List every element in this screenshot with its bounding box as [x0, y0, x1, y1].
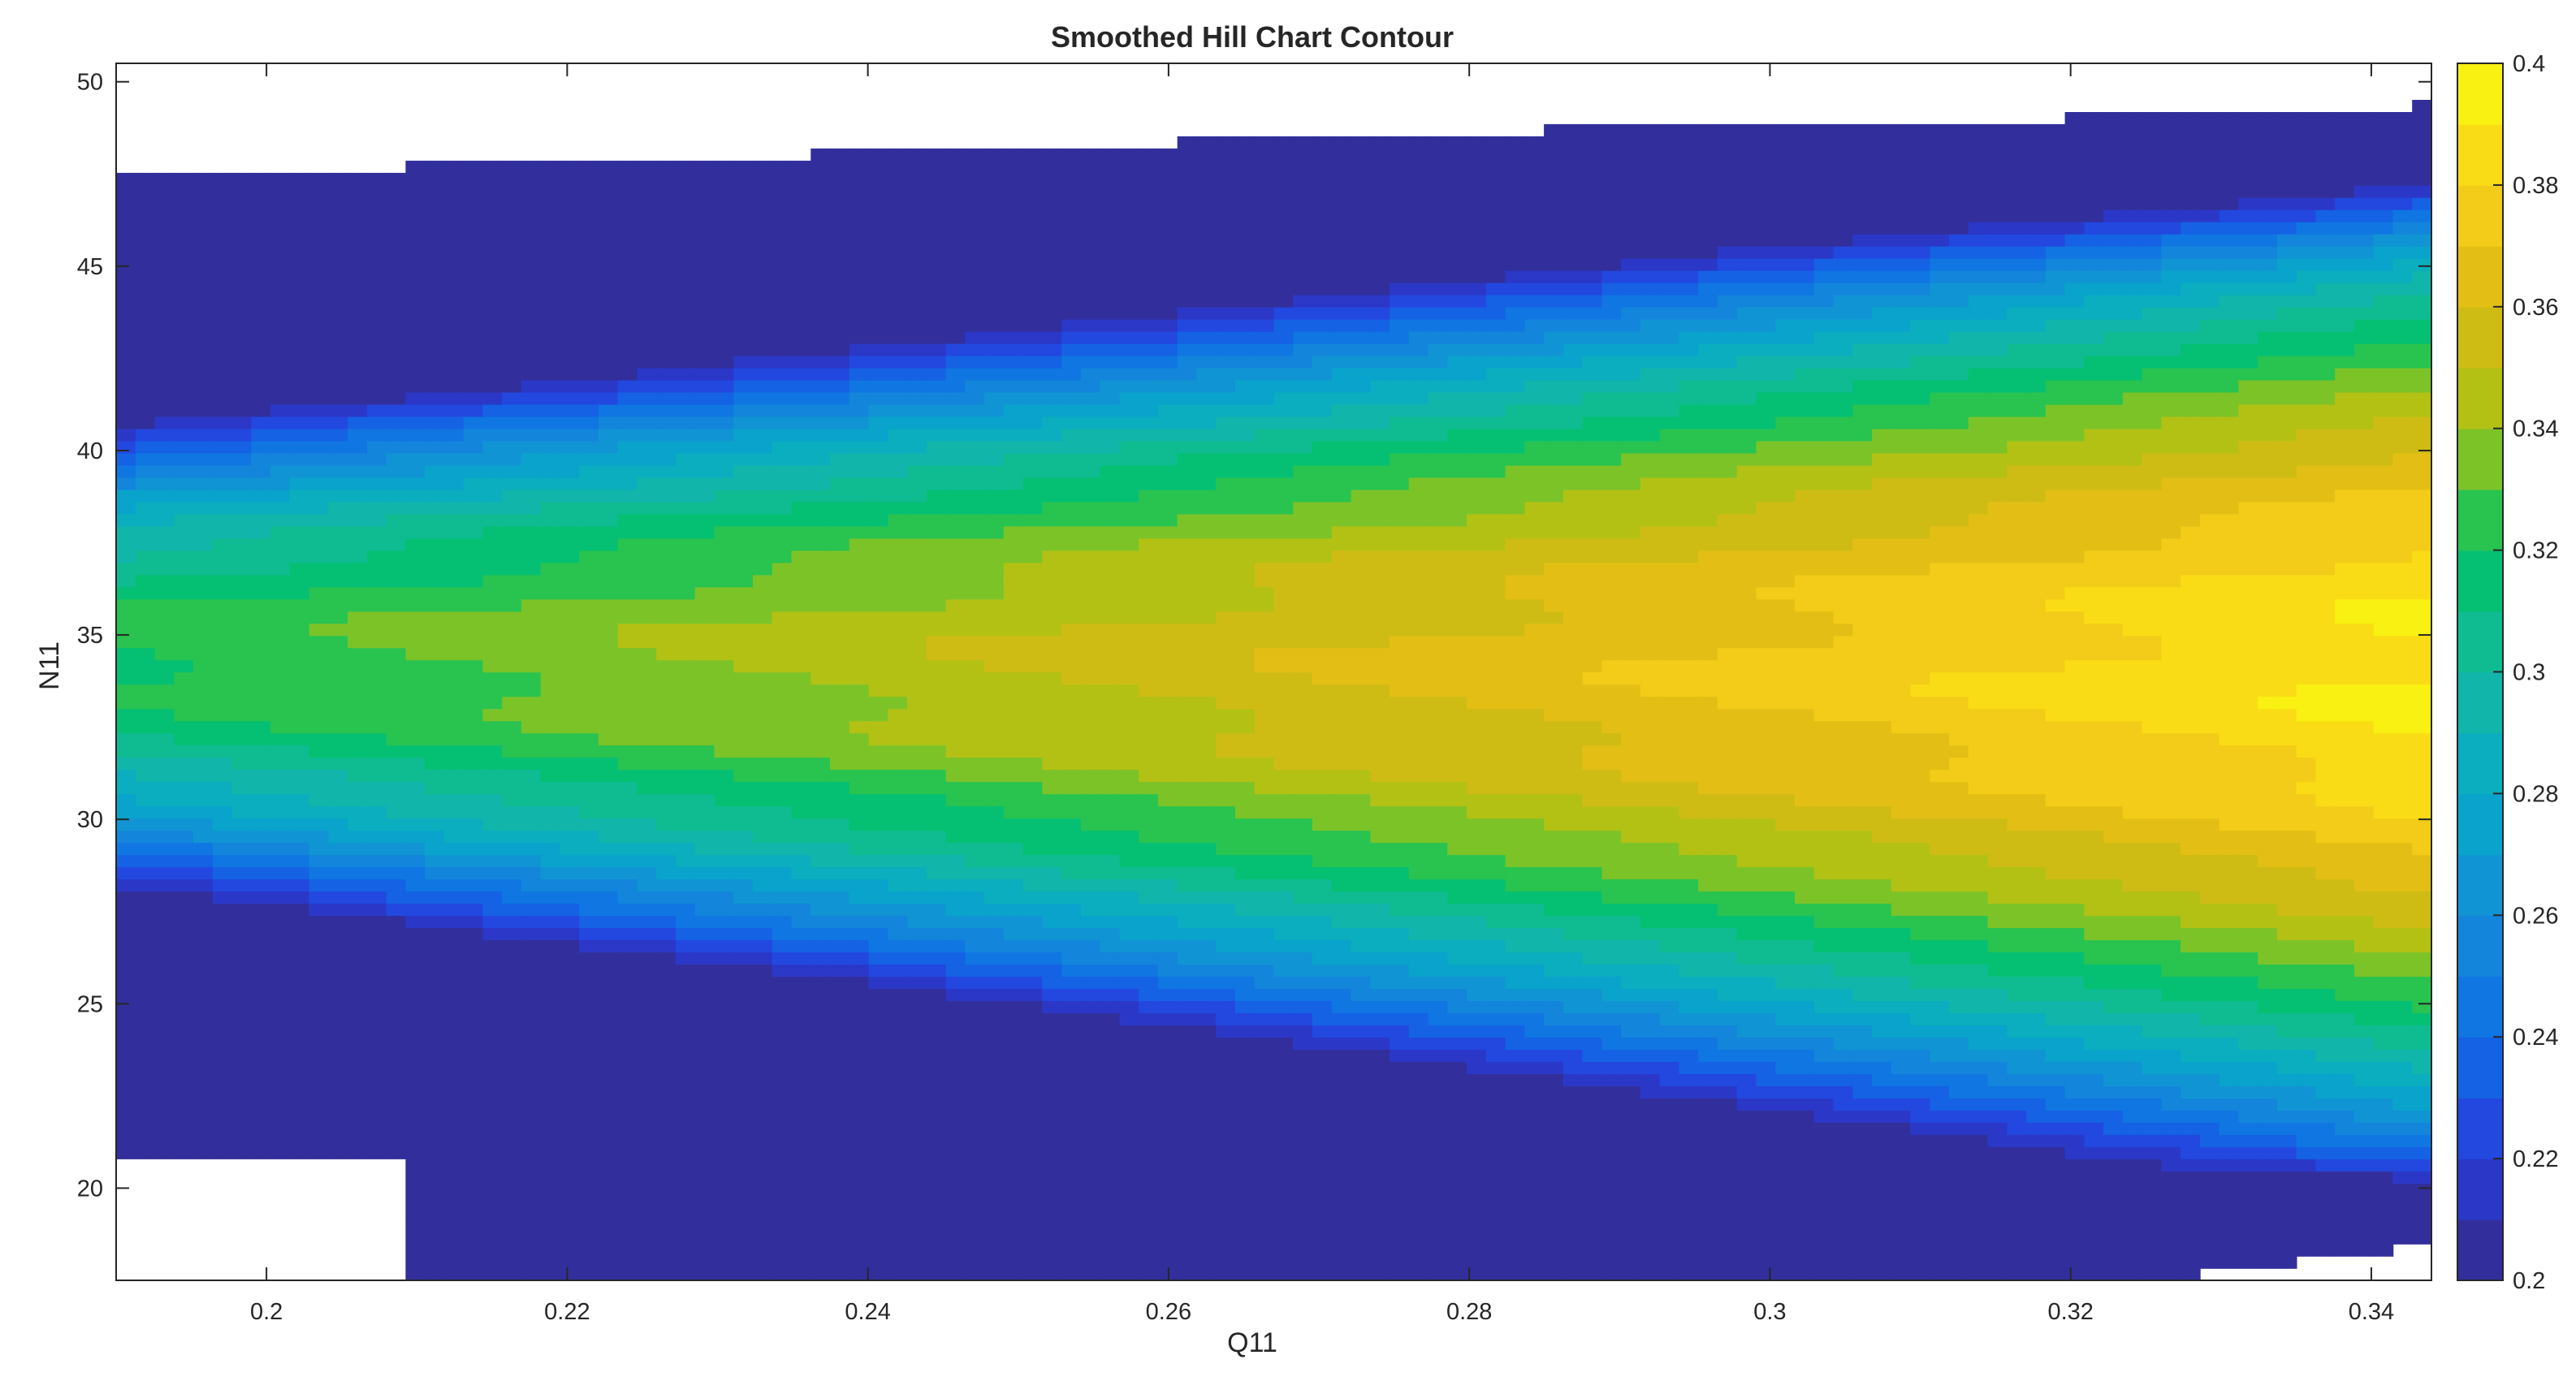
colorbar-segment [2457, 185, 2503, 247]
colorbar-segment [2457, 732, 2503, 794]
y-tick-label: 45 [77, 254, 103, 280]
y-tick-label: 30 [77, 807, 103, 833]
colorbar-segment [2457, 793, 2503, 855]
colorbar-tick-label: 0.24 [2513, 1025, 2558, 1051]
colorbar-segment [2457, 854, 2503, 916]
x-tick-label: 0.22 [544, 1299, 590, 1325]
colorbar-tick-label: 0.32 [2513, 538, 2558, 564]
colorbar-segment [2457, 246, 2503, 308]
x-tick-label: 0.26 [1146, 1299, 1191, 1325]
colorbar-segment [2457, 490, 2503, 551]
x-axis-label: Q11 [1227, 1327, 1277, 1358]
colorbar-segment [2457, 1037, 2503, 1098]
colorbar-tick-label: 0.4 [2513, 51, 2545, 77]
colorbar-segment [2457, 124, 2503, 186]
colorbar-segment [2457, 976, 2503, 1038]
colorbar-tick-label: 0.26 [2513, 903, 2558, 929]
colorbar-segment [2457, 63, 2503, 125]
x-tick-label: 0.28 [1446, 1299, 1492, 1325]
y-tick-label: 20 [77, 1176, 103, 1202]
colorbar-segment [2457, 1098, 2503, 1159]
x-tick-label: 0.32 [2047, 1299, 2093, 1325]
x-tick-label: 0.24 [845, 1299, 890, 1325]
y-tick-label: 40 [77, 438, 103, 464]
colorbar-segment [2457, 1219, 2503, 1281]
colorbar-segment [2457, 672, 2503, 734]
plot-area: 0.2 0.22 0.24 0.26 0.28 0.3 0.32 0.34 20 25 30 35 40… [77, 63, 2432, 1325]
colorbar-tick-label: 0.28 [2513, 781, 2558, 807]
colorbar-segment [2457, 611, 2503, 673]
colorbar-segment [2457, 429, 2503, 490]
colorbar-segment [2457, 915, 2503, 977]
x-tick-label: 0.2 [250, 1299, 283, 1325]
colorbar-tick-label: 0.2 [2513, 1268, 2545, 1294]
colorbar-segment [2457, 307, 2503, 369]
colorbar: 0.2 0.22 0.24 0.26 0.28 0.3 0.32 0.34 0.36 0.38 0.… [2457, 51, 2558, 1294]
colorbar-segment [2457, 368, 2503, 429]
y-tick-label: 50 [77, 70, 103, 96]
colorbar-tick-label: 0.22 [2513, 1146, 2558, 1172]
colorbar-tick-label: 0.38 [2513, 173, 2558, 199]
y-tick-label: 25 [77, 991, 103, 1017]
x-tick-label: 0.34 [2349, 1299, 2394, 1325]
x-tick-label: 0.3 [1753, 1299, 1786, 1325]
colorbar-tick-label: 0.34 [2513, 416, 2558, 442]
contour-fill [116, 100, 2432, 1281]
colorbar-segment [2457, 1159, 2503, 1220]
chart-title: Smoothed Hill Chart Contour [1051, 20, 1454, 54]
colorbar-tick-label: 0.3 [2513, 660, 2545, 686]
y-tick-label: 35 [77, 623, 103, 649]
y-axis-label: N11 [34, 641, 65, 690]
colorbar-tick-label: 0.36 [2513, 295, 2558, 321]
colorbar-segment [2457, 550, 2503, 612]
